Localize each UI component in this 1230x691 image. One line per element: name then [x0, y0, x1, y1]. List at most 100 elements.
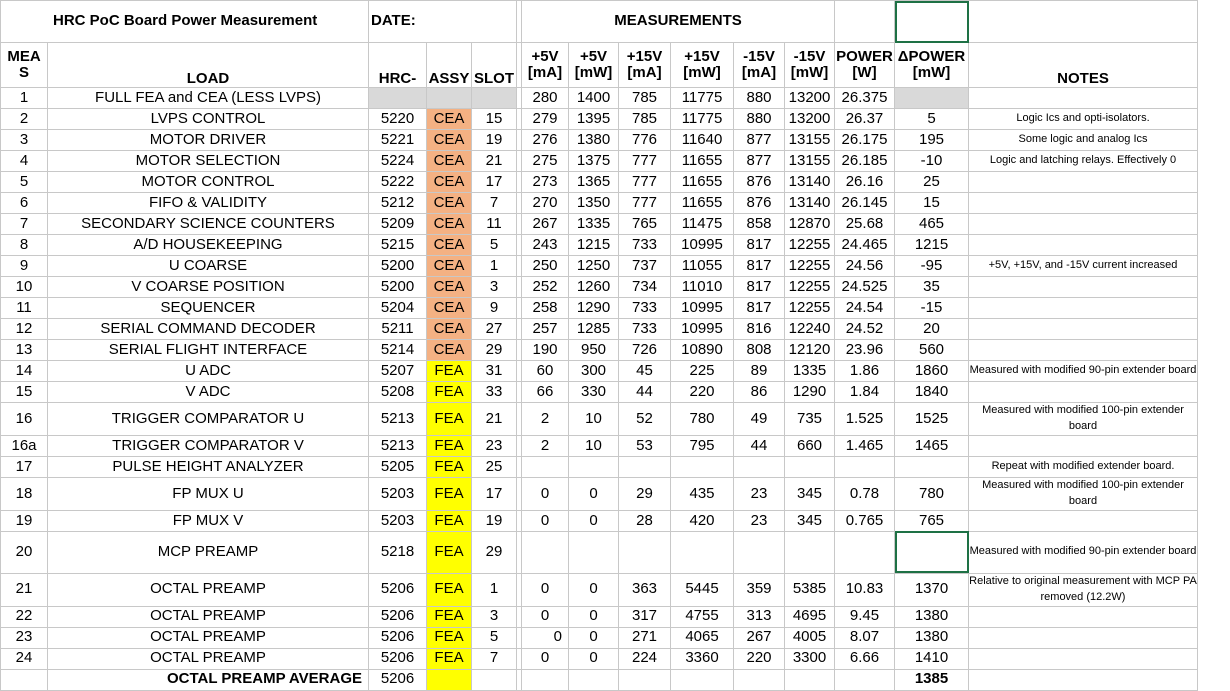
cell-assy[interactable]: CEA — [426, 213, 472, 235]
cell-power[interactable] — [834, 455, 895, 478]
cell-m15mw[interactable]: 13140 — [784, 192, 835, 214]
cell-p15mw[interactable]: 10995 — [670, 234, 734, 256]
cell-p15ma[interactable]: 733 — [618, 297, 671, 319]
cell-p5mw[interactable]: 1395 — [568, 108, 619, 130]
cell-meas[interactable]: 14 — [0, 360, 48, 382]
cell-p5mw[interactable]: 1215 — [568, 234, 619, 256]
cell-p5ma[interactable]: 276 — [521, 129, 569, 151]
cell-power[interactable]: 24.56 — [834, 255, 895, 277]
cell-assy[interactable]: FEA — [426, 402, 472, 436]
cell-m15ma[interactable]: 267 — [733, 626, 785, 649]
cell-meas[interactable]: 21 — [0, 572, 48, 607]
cell-p15ma[interactable]: 734 — [618, 276, 671, 298]
cell-dpower[interactable]: 1840 — [894, 381, 969, 403]
cell-p15ma[interactable]: 28 — [618, 509, 671, 532]
cell-assy[interactable]: FEA — [426, 647, 472, 670]
cell-p5mw[interactable]: 1285 — [568, 318, 619, 340]
cell-p5ma[interactable]: 0 — [521, 647, 569, 670]
cell-p5ma[interactable]: 250 — [521, 255, 569, 277]
cell-notes[interactable] — [968, 647, 1198, 670]
cell-assy[interactable]: CEA — [426, 192, 472, 214]
cell-p15mw[interactable]: 11655 — [670, 192, 734, 214]
cell-slot[interactable]: 19 — [471, 509, 517, 532]
cell-hrc[interactable]: 5205 — [368, 455, 427, 478]
cell-p5mw[interactable]: 1335 — [568, 213, 619, 235]
cell-assy[interactable]: CEA — [426, 129, 472, 151]
cell-p15mw[interactable]: 795 — [670, 434, 734, 457]
cell-notes[interactable]: Repeat with modified extender board. — [968, 455, 1198, 478]
cell-notes[interactable] — [968, 87, 1198, 109]
cell-p15ma[interactable]: 777 — [618, 150, 671, 172]
cell-meas[interactable]: 1 — [0, 87, 48, 109]
cell-slot[interactable]: 17 — [471, 171, 517, 193]
cell-p15ma[interactable]: 317 — [618, 605, 671, 628]
cell-power[interactable]: 8.07 — [834, 626, 895, 649]
cell-hrc[interactable]: 5224 — [368, 150, 427, 172]
cell-m15mw[interactable]: 13155 — [784, 150, 835, 172]
cell-assy[interactable]: CEA — [426, 171, 472, 193]
cell-p15ma[interactable]: 45 — [618, 360, 671, 382]
cell-p15mw[interactable]: 10995 — [670, 297, 734, 319]
cell-p15mw[interactable]: 780 — [670, 402, 734, 436]
cell-meas[interactable]: 6 — [0, 192, 48, 214]
cell-m15ma[interactable]: 817 — [733, 297, 785, 319]
cell-m15mw[interactable]: 735 — [784, 402, 835, 436]
cell-p15mw[interactable]: 3360 — [670, 647, 734, 670]
cell-p15mw[interactable]: 225 — [670, 360, 734, 382]
cell-slot[interactable]: 5 — [471, 234, 517, 256]
cell-m15mw[interactable]: 12240 — [784, 318, 835, 340]
cell-m15mw[interactable]: 13155 — [784, 129, 835, 151]
cell-p15ma[interactable]: 765 — [618, 213, 671, 235]
cell-p5ma[interactable]: 267 — [521, 213, 569, 235]
cell-meas[interactable]: 10 — [0, 276, 48, 298]
cell-dpower[interactable] — [894, 87, 969, 109]
cell-p5ma[interactable]: 258 — [521, 297, 569, 319]
cell-power[interactable]: 26.145 — [834, 192, 895, 214]
cell-p5mw[interactable]: 330 — [568, 381, 619, 403]
cell-p5ma[interactable]: 0 — [521, 476, 569, 511]
cell-p15ma[interactable]: 29 — [618, 476, 671, 511]
cell-meas[interactable]: 5 — [0, 171, 48, 193]
cell-power[interactable]: 26.185 — [834, 150, 895, 172]
cell-slot[interactable]: 9 — [471, 297, 517, 319]
cell-hrc[interactable]: 5206 — [368, 647, 427, 670]
cell-slot[interactable]: 3 — [471, 605, 517, 628]
cell-meas[interactable]: 22 — [0, 605, 48, 628]
cell-meas[interactable]: 20 — [0, 530, 48, 574]
cell-m15mw[interactable]: 13140 — [784, 171, 835, 193]
cell-dpower[interactable]: 1380 — [894, 626, 969, 649]
cell-assy[interactable]: FEA — [426, 530, 472, 574]
cell-m15mw[interactable]: 345 — [784, 509, 835, 532]
cell-slot[interactable] — [471, 87, 517, 109]
cell-power[interactable]: 26.16 — [834, 171, 895, 193]
cell-p5ma[interactable]: 275 — [521, 150, 569, 172]
cell-hrc[interactable]: 5209 — [368, 213, 427, 235]
cell-p5ma[interactable]: 60 — [521, 360, 569, 382]
cell-m15mw[interactable]: 12255 — [784, 276, 835, 298]
cell-notes[interactable] — [968, 381, 1198, 403]
cell-notes[interactable] — [968, 626, 1198, 649]
cell-p5ma[interactable]: 257 — [521, 318, 569, 340]
cell-notes[interactable]: Measured with modified 100-pin extender … — [968, 476, 1198, 511]
cell-m15ma[interactable] — [733, 455, 785, 478]
cell-assy[interactable]: FEA — [426, 360, 472, 382]
cell-meas[interactable]: 12 — [0, 318, 48, 340]
cell-assy[interactable]: FEA — [426, 455, 472, 478]
cell-hrc[interactable]: 5200 — [368, 255, 427, 277]
cell-p5mw[interactable]: 10 — [568, 402, 619, 436]
cell-notes[interactable]: Relative to original measurement with MC… — [968, 572, 1198, 607]
cell-p5mw[interactable]: 1380 — [568, 129, 619, 151]
cell-p5mw[interactable]: 300 — [568, 360, 619, 382]
cell-p5mw[interactable]: 0 — [568, 626, 619, 649]
cell-p15ma[interactable]: 726 — [618, 339, 671, 361]
cell-power[interactable]: 1.525 — [834, 402, 895, 436]
cell-slot[interactable]: 3 — [471, 276, 517, 298]
cell-p15ma[interactable]: 363 — [618, 572, 671, 607]
cell-dpower[interactable]: 1370 — [894, 572, 969, 607]
cell-meas[interactable]: 3 — [0, 129, 48, 151]
cell-hrc[interactable]: 5208 — [368, 381, 427, 403]
cell-m15mw[interactable]: 3300 — [784, 647, 835, 670]
cell-p15ma[interactable]: 785 — [618, 108, 671, 130]
cell-dpower[interactable]: 35 — [894, 276, 969, 298]
cell-power[interactable]: 6.66 — [834, 647, 895, 670]
